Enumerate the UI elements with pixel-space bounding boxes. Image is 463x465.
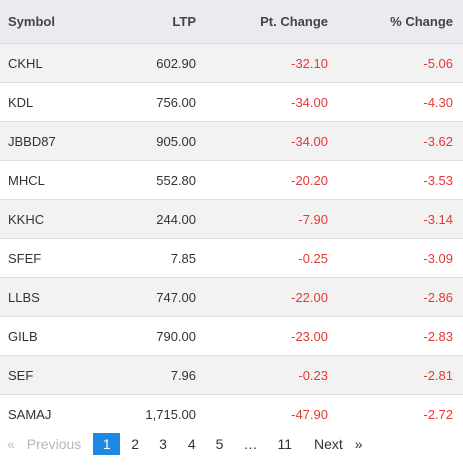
cell-symbol[interactable]: KDL xyxy=(8,94,34,110)
cell-pct-change: -2.72 xyxy=(423,407,453,422)
cell-pt-change: -22.00 xyxy=(291,289,328,305)
cell-symbol[interactable]: GILB xyxy=(8,328,38,344)
page-button-11[interactable]: 11 xyxy=(277,436,292,452)
cell-symbol[interactable]: JBBD87 xyxy=(8,133,56,149)
page-button-1[interactable]: 1 xyxy=(93,433,121,455)
cell-symbol[interactable]: MHCL xyxy=(8,172,45,188)
cell-pt-change: -34.00 xyxy=(291,94,328,110)
cell-pct-change: -2.81 xyxy=(423,367,453,383)
cell-pct-change: -2.83 xyxy=(423,328,453,344)
cell-pt-change: -0.25 xyxy=(298,250,328,266)
first-page-icon: « xyxy=(7,436,15,452)
page-button-5[interactable]: 5 xyxy=(215,436,224,452)
cell-ltp: 602.90 xyxy=(156,55,196,71)
cell-symbol[interactable]: SFEF xyxy=(8,250,42,266)
cell-pt-change: -7.90 xyxy=(298,211,328,227)
cell-pct-change: -3.14 xyxy=(423,211,453,227)
table-row[interactable]: MHCL 552.80 -20.20 -3.53 xyxy=(0,161,463,200)
cell-pt-change: -34.00 xyxy=(291,133,328,149)
table-row[interactable]: LLBS 747.00 -22.00 -2.86 xyxy=(0,278,463,317)
cell-ltp: 7.96 xyxy=(170,367,196,383)
table-row[interactable]: KKHC 244.00 -7.90 -3.14 xyxy=(0,200,463,239)
cell-symbol[interactable]: CKHL xyxy=(8,55,43,71)
table-row[interactable]: JBBD87 905.00 -34.00 -3.62 xyxy=(0,122,463,161)
cell-ltp: 244.00 xyxy=(156,211,196,227)
page-button-2[interactable]: 2 xyxy=(131,436,140,452)
cell-symbol[interactable]: LLBS xyxy=(8,289,40,305)
pagination-ellipsis: … xyxy=(243,436,258,452)
table-row[interactable]: SAMAJ 1,715.00 -47.90 -2.72 xyxy=(0,395,463,434)
cell-pct-change: -2.86 xyxy=(423,289,453,305)
cell-ltp: 756.00 xyxy=(156,94,196,110)
column-header-pct-change[interactable]: % Change xyxy=(390,14,453,29)
cell-ltp: 905.00 xyxy=(156,133,196,149)
cell-pct-change: -3.53 xyxy=(423,172,453,188)
cell-ltp: 552.80 xyxy=(156,172,196,188)
table-row[interactable]: CKHL 602.90 -32.10 -5.06 xyxy=(0,44,463,83)
cell-pct-change: -3.09 xyxy=(423,250,453,266)
cell-ltp: 7.85 xyxy=(170,250,196,266)
cell-pt-change: -20.20 xyxy=(291,172,328,188)
cell-pt-change: -23.00 xyxy=(291,328,328,344)
table-row[interactable]: GILB 790.00 -23.00 -2.83 xyxy=(0,317,463,356)
column-header-pt-change[interactable]: Pt. Change xyxy=(260,14,328,29)
column-header-ltp[interactable]: LTP xyxy=(172,14,196,29)
cell-pct-change: -3.62 xyxy=(423,133,453,149)
gainers-losers-table: Symbol LTP Pt. Change % Change CKHL 602.9… xyxy=(0,0,463,434)
last-page-icon[interactable]: » xyxy=(354,436,363,452)
cell-pt-change: -0.23 xyxy=(298,367,328,383)
table-header-row: Symbol LTP Pt. Change % Change xyxy=(0,0,463,44)
cell-ltp: 790.00 xyxy=(156,328,196,344)
table-body: CKHL 602.90 -32.10 -5.06 KDL 756.00 -34.00 -4.3… xyxy=(0,44,463,434)
page-button-4[interactable]: 4 xyxy=(187,436,196,452)
cell-pt-change: -47.90 xyxy=(291,407,328,422)
cell-ltp: 747.00 xyxy=(156,289,196,305)
next-page-button[interactable]: Next xyxy=(314,436,343,452)
page-button-3[interactable]: 3 xyxy=(159,436,167,452)
cell-symbol[interactable]: SAMAJ xyxy=(8,407,52,422)
cell-pct-change: -5.06 xyxy=(423,55,453,71)
table-row[interactable]: SFEF 7.85 -0.25 -3.09 xyxy=(0,239,463,278)
column-header-symbol[interactable]: Symbol xyxy=(8,14,55,29)
pagination: « Previous 1 2 3 4 5 … 11 Next » xyxy=(0,431,463,457)
table-row[interactable]: SEF 7.96 -0.23 -2.81 xyxy=(0,356,463,395)
previous-page-button: Previous xyxy=(26,436,82,452)
cell-symbol[interactable]: SEF xyxy=(8,367,34,383)
cell-symbol[interactable]: KKHC xyxy=(8,211,45,227)
table-row[interactable]: KDL 756.00 -34.00 -4.30 xyxy=(0,83,463,122)
cell-pt-change: -32.10 xyxy=(291,55,328,71)
cell-ltp: 1,715.00 xyxy=(145,407,196,422)
cell-pct-change: -4.30 xyxy=(423,94,453,110)
